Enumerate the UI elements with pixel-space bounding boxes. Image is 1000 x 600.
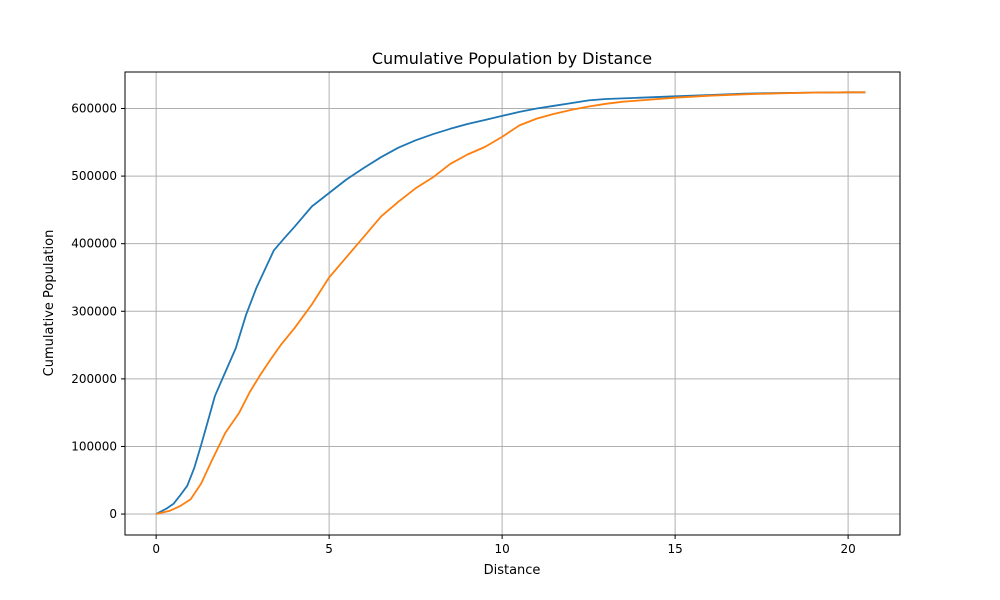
x-axis-label: Distance	[484, 563, 541, 578]
y-tick-label: 0	[109, 507, 117, 521]
y-axis-label: Cumulative Population	[42, 230, 57, 377]
x-tick-label: 5	[325, 542, 333, 556]
y-tick-label: 300000	[71, 304, 117, 318]
y-tick-label: 400000	[71, 237, 117, 251]
y-tick-label: 100000	[71, 439, 117, 453]
ticks: 0 5 10 15 20 0 100000 200000 300000 400000 500000 6…	[71, 101, 856, 556]
x-tick-label: 0	[152, 542, 160, 556]
y-tick-label: 200000	[71, 372, 117, 386]
series-line-2	[155, 91, 866, 515]
plot-frame	[124, 71, 901, 536]
x-tick-label: 15	[667, 542, 682, 556]
grid	[125, 72, 900, 535]
y-tick-label: 600000	[71, 101, 117, 115]
x-tick-label: 20	[840, 542, 855, 556]
y-tick-label: 500000	[71, 169, 117, 183]
series-line-1	[155, 91, 866, 515]
chart-title: Cumulative Population by Distance	[372, 49, 652, 68]
x-tick-label: 10	[494, 542, 509, 556]
series-layer	[155, 91, 866, 515]
